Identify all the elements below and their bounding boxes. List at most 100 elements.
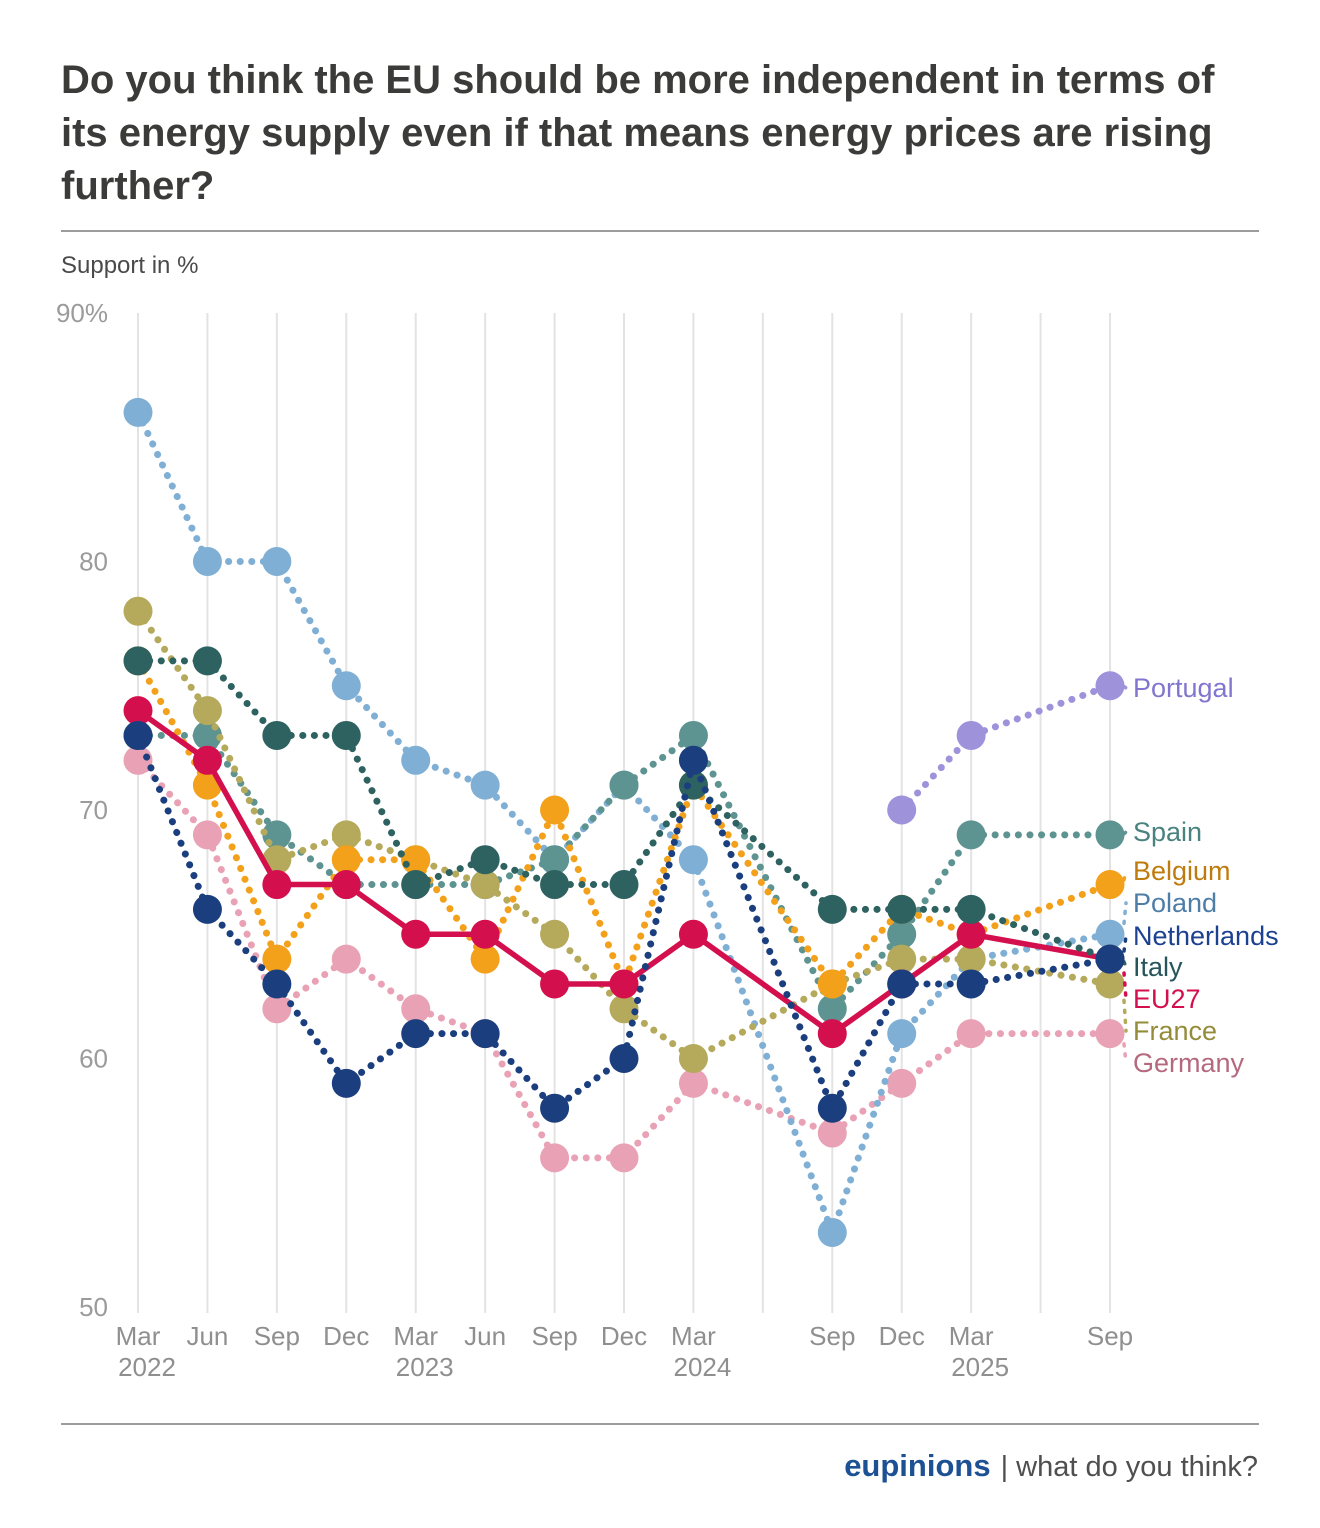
data-point-eu27 bbox=[123, 696, 153, 726]
data-point-netherlands bbox=[609, 1044, 639, 1073]
data-point-france bbox=[887, 944, 917, 974]
x-tick-label: Mar bbox=[671, 1321, 716, 1351]
data-point-france bbox=[609, 994, 639, 1024]
x-tick-label: Jun bbox=[186, 1321, 228, 1351]
data-point-spain bbox=[887, 919, 917, 949]
data-point-netherlands bbox=[956, 969, 986, 999]
footer-tagline: | what do you think? bbox=[1000, 1451, 1258, 1483]
data-point-germany bbox=[331, 944, 361, 974]
data-point-france bbox=[470, 870, 500, 900]
series-line-portugal bbox=[898, 682, 1114, 814]
data-point-poland bbox=[678, 845, 708, 875]
legend-leader-spain bbox=[1122, 830, 1128, 836]
data-point-spain bbox=[1095, 820, 1125, 850]
x-tick-label: Mar bbox=[949, 1321, 994, 1351]
data-point-germany bbox=[956, 1019, 986, 1049]
data-point-eu27 bbox=[192, 745, 222, 775]
data-point-spain bbox=[956, 820, 986, 850]
data-point-germany bbox=[401, 994, 431, 1024]
data-point-germany bbox=[887, 1068, 917, 1098]
data-point-spain bbox=[609, 770, 639, 800]
y-axis-title: Support in % bbox=[61, 252, 199, 279]
legend-label-portugal: Portugal bbox=[1133, 673, 1234, 703]
data-point-poland bbox=[470, 770, 500, 800]
data-point-france bbox=[331, 820, 361, 850]
legend-leader-italy bbox=[1122, 960, 1128, 969]
data-point-germany bbox=[609, 1143, 639, 1173]
data-point-eu27 bbox=[609, 969, 639, 999]
data-point-eu27 bbox=[331, 870, 361, 900]
data-point-belgium bbox=[540, 795, 570, 825]
data-point-italy bbox=[401, 870, 431, 900]
data-point-portugal bbox=[887, 795, 917, 825]
brand-logo: eupinions bbox=[844, 1448, 991, 1483]
y-tick-label: 90% bbox=[56, 298, 108, 328]
data-point-netherlands bbox=[817, 1093, 847, 1123]
data-point-poland bbox=[192, 547, 222, 576]
data-point-italy bbox=[262, 720, 292, 750]
data-point-italy bbox=[331, 720, 361, 750]
data-point-netherlands bbox=[678, 745, 708, 775]
data-point-belgium bbox=[401, 845, 431, 875]
data-point-france bbox=[678, 1044, 708, 1073]
legend-label-netherlands: Netherlands bbox=[1133, 921, 1279, 951]
data-point-germany bbox=[192, 820, 222, 850]
data-point-netherlands bbox=[331, 1068, 361, 1098]
chart-title: Do you think the EU should be more indep… bbox=[61, 58, 1215, 208]
legend-leader-eu27 bbox=[1122, 971, 1128, 1001]
data-point-poland bbox=[331, 671, 361, 701]
x-tick-year-label: 2022 bbox=[118, 1352, 176, 1382]
legend-leader-france bbox=[1122, 998, 1128, 1033]
x-tick-label: Mar bbox=[116, 1321, 161, 1351]
legend-leader-poland bbox=[1122, 901, 1128, 926]
data-point-germany bbox=[540, 1143, 570, 1173]
data-point-italy bbox=[540, 870, 570, 900]
data-point-france bbox=[956, 944, 986, 974]
data-point-belgium bbox=[331, 845, 361, 875]
legend-label-italy: Italy bbox=[1133, 952, 1183, 982]
legend-leader-germany bbox=[1122, 1042, 1128, 1065]
data-point-belgium bbox=[470, 944, 500, 974]
data-point-germany bbox=[817, 1118, 847, 1148]
data-point-eu27 bbox=[817, 1019, 847, 1049]
legend-leader-portugal bbox=[1122, 684, 1128, 690]
data-point-netherlands bbox=[401, 1019, 431, 1049]
x-tick-label: Dec bbox=[879, 1321, 925, 1351]
data-point-france bbox=[123, 596, 153, 626]
legend-leader-netherlands bbox=[1122, 934, 1128, 953]
data-point-poland bbox=[262, 547, 292, 576]
data-point-portugal bbox=[1095, 671, 1125, 701]
x-tick-label: Jun bbox=[464, 1321, 506, 1351]
data-point-france bbox=[540, 919, 570, 949]
data-point-eu27 bbox=[956, 919, 986, 949]
data-point-eu27 bbox=[678, 919, 708, 949]
x-tick-label: Dec bbox=[323, 1321, 369, 1351]
data-point-eu27 bbox=[470, 919, 500, 949]
x-tick-label: Mar bbox=[393, 1321, 438, 1351]
footer-divider bbox=[61, 1423, 1259, 1425]
x-tick-label: Dec bbox=[601, 1321, 647, 1351]
data-point-italy bbox=[887, 894, 917, 924]
x-tick-year-label: 2024 bbox=[674, 1352, 732, 1382]
x-tick-year-label: 2025 bbox=[951, 1352, 1009, 1382]
legend-label-eu27: EU27 bbox=[1133, 984, 1201, 1014]
y-tick-label: 70 bbox=[79, 795, 108, 825]
data-point-poland bbox=[887, 1019, 917, 1049]
legend-label-poland: Poland bbox=[1133, 888, 1217, 918]
data-point-poland bbox=[817, 1217, 847, 1247]
data-point-netherlands bbox=[887, 969, 917, 999]
x-tick-label: Sep bbox=[531, 1321, 577, 1351]
x-tick-year-label: 2023 bbox=[396, 1352, 454, 1382]
data-point-germany bbox=[123, 745, 153, 775]
data-point-germany bbox=[262, 994, 292, 1024]
data-point-netherlands bbox=[262, 969, 292, 999]
footer: eupinions | what do you think? bbox=[844, 1448, 1258, 1484]
data-point-germany bbox=[678, 1068, 708, 1098]
data-point-italy bbox=[470, 845, 500, 875]
data-point-belgium bbox=[1095, 870, 1125, 900]
y-tick-label: 80 bbox=[79, 547, 108, 577]
x-tick-label: Sep bbox=[1087, 1321, 1133, 1351]
data-point-netherlands bbox=[540, 1093, 570, 1123]
data-point-eu27 bbox=[401, 919, 431, 949]
title-divider bbox=[61, 230, 1259, 232]
